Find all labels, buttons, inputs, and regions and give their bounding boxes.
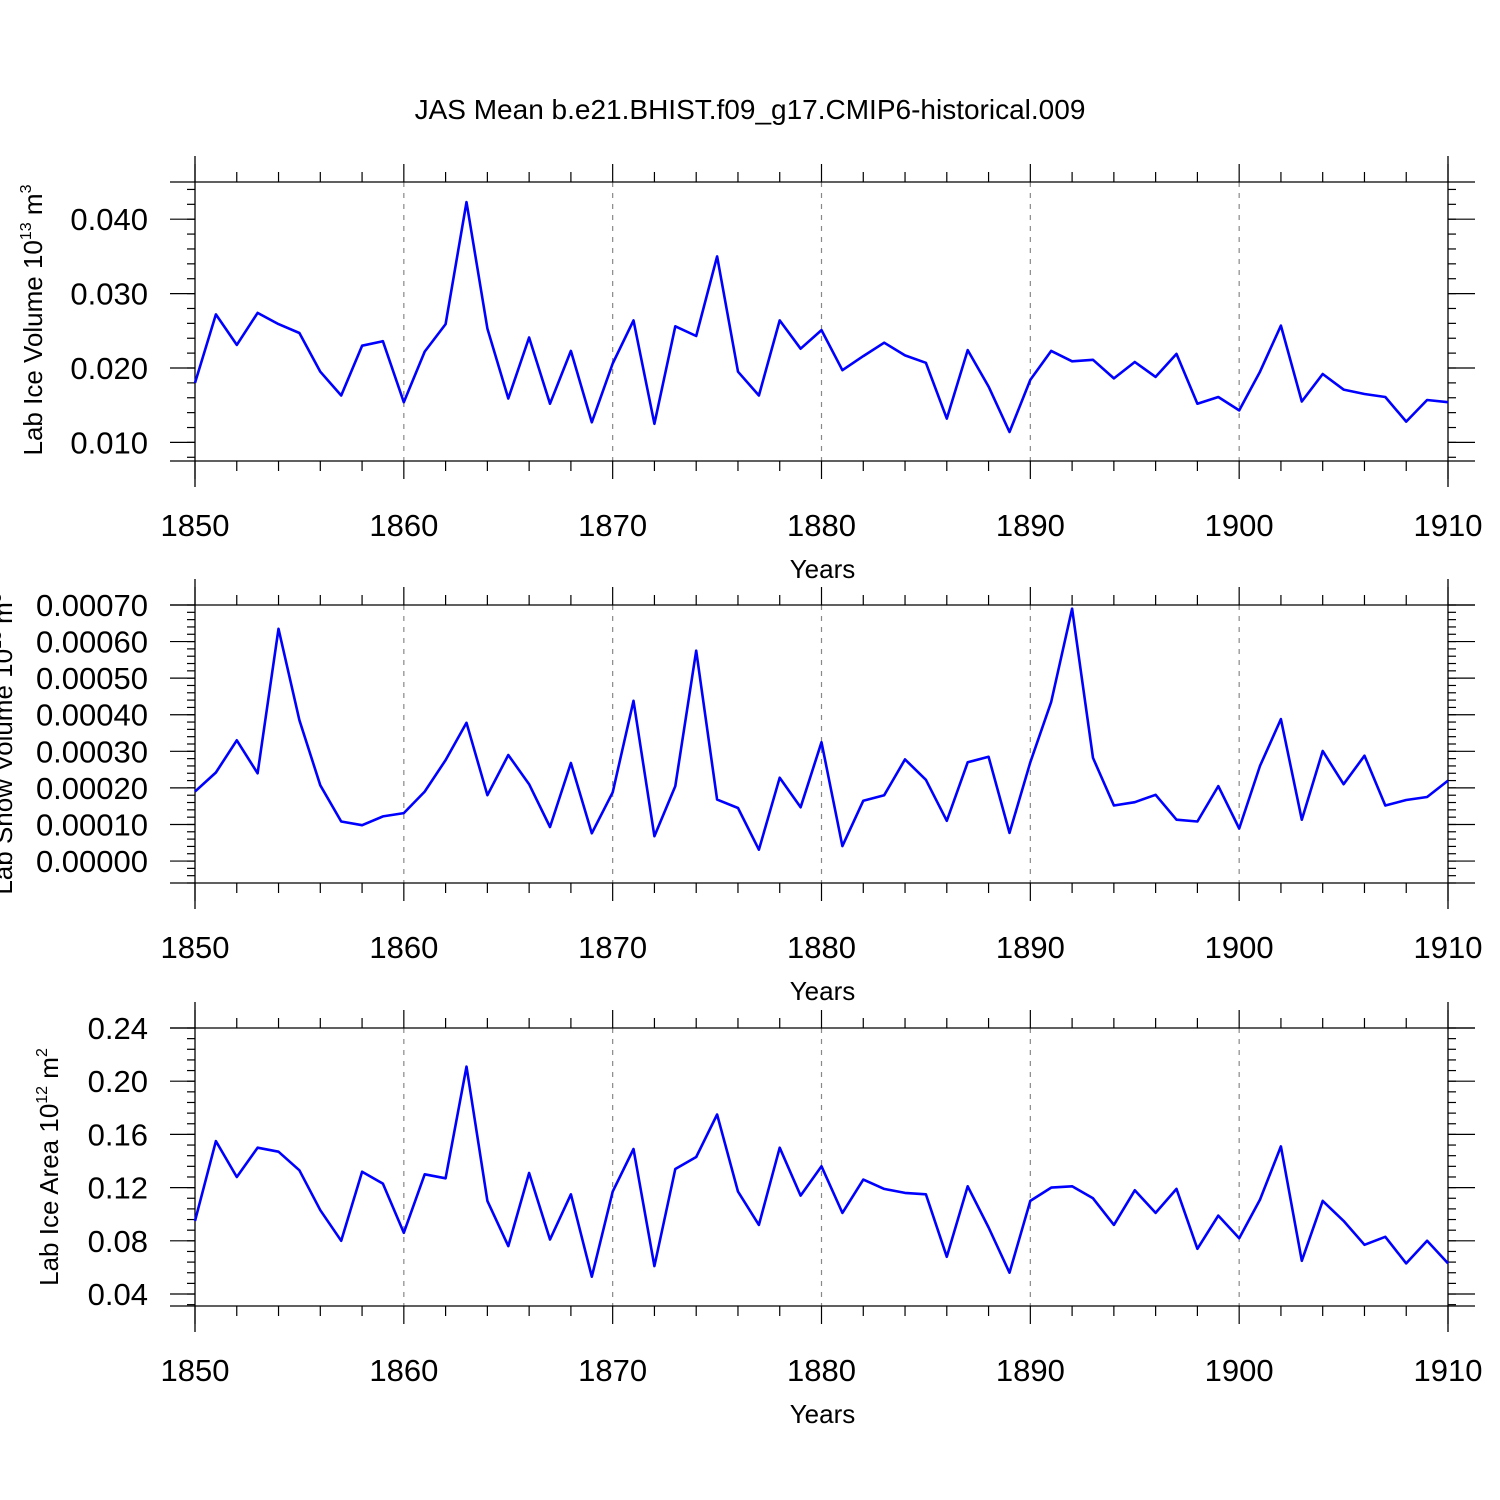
panels: 1850 1860 1870 1880 1890 1900 1910 Years 0.010 0.… <box>0 156 1482 1429</box>
y-tick-label: 0.08 <box>88 1224 148 1259</box>
x-tick-label: 1860 <box>369 930 438 965</box>
x-tick-label: 1880 <box>787 508 856 543</box>
x-axis-label: Years <box>790 976 856 1006</box>
y-tick-label: 0.24 <box>88 1011 148 1046</box>
y-axis-label: Lab Ice Area 1012 m2 <box>34 1048 64 1286</box>
y-tick-label: 0.00030 <box>36 734 148 769</box>
y-axis-label: Lab Ice Volume 1013 m3 <box>18 184 48 455</box>
y-tick-label: 0.00010 <box>36 807 148 842</box>
x-tick-label: 1900 <box>1205 508 1274 543</box>
y-tick-label: 0.16 <box>88 1117 148 1152</box>
series-line-lab-snow-volume <box>194 607 1449 852</box>
series-line-lab-ice-area <box>193 1065 1449 1278</box>
y-tick-label: 0.020 <box>70 351 148 386</box>
x-axis-label: Years <box>790 1399 856 1429</box>
y-tick-label: 0.04 <box>88 1277 148 1312</box>
series-line-lab-ice-volume <box>193 200 1449 434</box>
y-tick-label: 0.00070 <box>36 588 148 623</box>
x-tick-label: 1890 <box>996 1353 1065 1388</box>
x-tick-label: 1910 <box>1414 930 1483 965</box>
y-tick-label: 0.00040 <box>36 698 148 733</box>
x-tick-label: 1900 <box>1205 930 1274 965</box>
x-axis-label: Years <box>790 554 856 584</box>
x-tick-label: 1850 <box>161 930 230 965</box>
x-tick-label: 1870 <box>578 508 647 543</box>
x-tick-label: 1880 <box>787 1353 856 1388</box>
x-tick-label: 1860 <box>369 508 438 543</box>
x-tick-label: 1890 <box>996 930 1065 965</box>
y-tick-label: 0.00050 <box>36 661 148 696</box>
chart-panel-2: 1850 1860 1870 1880 1890 1900 1910 Years 0.00000… <box>0 579 1482 1006</box>
y-tick-label: 0.010 <box>70 425 148 460</box>
chart-panel-1: 1850 1860 1870 1880 1890 1900 1910 Years 0.010 0.… <box>18 156 1482 584</box>
y-tick-label: 0.040 <box>70 202 148 237</box>
y-axis-label: Lab Snow Volume 1013 m3 <box>0 593 18 894</box>
x-tick-label: 1910 <box>1414 1353 1483 1388</box>
y-tick-label: 0.00000 <box>36 844 148 879</box>
x-tick-label: 1880 <box>787 930 856 965</box>
y-tick-label: 0.030 <box>70 277 148 312</box>
x-tick-label: 1910 <box>1414 508 1483 543</box>
x-tick-label: 1860 <box>369 1353 438 1388</box>
chart-panel-3: 1850 1860 1870 1880 1890 1900 1910 Years 0.04 0.0… <box>34 1002 1482 1429</box>
x-tick-label: 1870 <box>578 1353 647 1388</box>
y-tick-label: 0.00020 <box>36 771 148 806</box>
figure-title: JAS Mean b.e21.BHIST.f09_g17.CMIP6-histo… <box>415 94 1086 125</box>
x-tick-label: 1890 <box>996 508 1065 543</box>
y-tick-label: 0.20 <box>88 1064 148 1099</box>
x-tick-label: 1850 <box>161 508 230 543</box>
x-tick-label: 1900 <box>1205 1353 1274 1388</box>
x-tick-label: 1850 <box>161 1353 230 1388</box>
y-tick-label: 0.00060 <box>36 625 148 660</box>
x-tick-label: 1870 <box>578 930 647 965</box>
y-tick-label: 0.12 <box>88 1171 148 1206</box>
